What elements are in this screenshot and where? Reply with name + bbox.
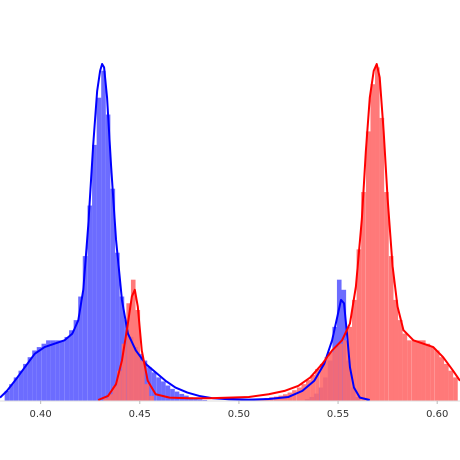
x-axis-ticks: 0.40 0.45 0.50 0.55 0.60 bbox=[30, 401, 448, 420]
histogram-bar-series-1-bin-10 bbox=[46, 340, 51, 401]
histogram-bar-series-2-bin-23 bbox=[301, 384, 307, 401]
histogram-bar-series-2-bin-25 bbox=[310, 375, 316, 401]
histogram-bar-series-1-bin-42 bbox=[193, 398, 198, 401]
histogram-bar-series-1-bin-34 bbox=[156, 377, 162, 401]
histogram-bar-series-2-bin-46 bbox=[407, 340, 412, 401]
histogram-bar-series-2-bin-40 bbox=[379, 117, 385, 402]
histogram-bar-series-2-bin-31 bbox=[338, 343, 343, 401]
histogram-bar-series-2-bin-44 bbox=[398, 320, 403, 401]
histogram-bar-series-2-bin-54 bbox=[444, 363, 449, 401]
histogram-bar-series-2-bin-27 bbox=[319, 363, 325, 401]
x-tick-label-2: 0.45 bbox=[129, 409, 151, 420]
histogram-bar-series-1-bin-21 bbox=[96, 97, 102, 401]
histogram-bar-series-2-bin-53 bbox=[439, 357, 445, 401]
histogram-bar-series-2-bin-6 bbox=[126, 303, 131, 401]
histogram-bar-series-1-bin-6 bbox=[27, 357, 33, 401]
density-curve-series-2 bbox=[97, 63, 460, 401]
histogram-bar-series-1-bin-5 bbox=[23, 363, 28, 401]
histogram-bar-series-2-bin-50 bbox=[425, 343, 431, 401]
histogram-bar-series-2-bin-56 bbox=[453, 377, 458, 401]
histogram-bar-series-2-bin-26 bbox=[315, 368, 320, 401]
histogram-bar-series-1-bin-18 bbox=[82, 256, 88, 401]
histogram-bar-series-1-bin-8 bbox=[36, 347, 42, 401]
x-tick-label-3: 0.50 bbox=[228, 409, 250, 420]
histogram-bar-series-1-bin-1 bbox=[4, 390, 10, 401]
histogram-bar-series-1-bin-38 bbox=[174, 391, 180, 401]
histogram-bar-series-2-bin-45 bbox=[402, 333, 408, 401]
histogram-bar-series-1-bin-44 bbox=[202, 399, 208, 401]
histogram-bar-series-2-bin-1 bbox=[103, 398, 108, 401]
histogram-bar-series-2-bin-28 bbox=[324, 357, 330, 401]
histogram-bar-series-2-bin-21 bbox=[292, 390, 297, 401]
histogram-bar-series-2-bin-48 bbox=[416, 340, 422, 401]
histogram-bar-series-1-bin-13 bbox=[59, 340, 65, 401]
x-tick-label-4: 0.55 bbox=[327, 409, 349, 420]
histogram-bar-series-2-bin-8 bbox=[135, 310, 141, 401]
histogram-bar-series-2-bin-2 bbox=[107, 394, 113, 401]
histogram-bar-series-2-bin-4 bbox=[117, 370, 122, 401]
histogram-bar-series-1-bin-31 bbox=[142, 360, 148, 401]
histogram-bar-series-1-bin-35 bbox=[161, 381, 166, 401]
histogram-bar-series-2-bin-30 bbox=[333, 347, 339, 401]
x-tick-label-5: 0.60 bbox=[426, 409, 448, 420]
histogram-bar-series-2-bin-38 bbox=[370, 84, 376, 401]
histogram-bar-series-1-bin-33 bbox=[151, 372, 157, 401]
histogram-bar-series-2-bin-11 bbox=[149, 395, 154, 401]
histogram-bar-series-2-bin-5 bbox=[121, 343, 127, 401]
histogram-bar-series-1-bin-19 bbox=[87, 205, 93, 401]
histogram-bar-series-2-bin-10 bbox=[144, 384, 150, 401]
histogram-bar-series-2-bin-55 bbox=[448, 370, 454, 401]
histogram-bar-series-1-bin-52 bbox=[336, 279, 342, 401]
histogram-bar-series-2-bin-42 bbox=[388, 256, 394, 401]
histogram-bar-series-2-bin-43 bbox=[393, 299, 399, 401]
histogram-bar-series-1-bin-37 bbox=[170, 388, 175, 401]
histogram-bar-series-2-bin-22 bbox=[296, 387, 302, 401]
histogram-bar-series-1-bin-22 bbox=[101, 70, 106, 402]
histogram-bar-series-1-bin-43 bbox=[197, 399, 203, 401]
histogram-bar-series-1-bin-2 bbox=[9, 384, 14, 401]
x-tick-label-1: 0.40 bbox=[30, 409, 52, 420]
histogram-bar-series-2-bin-32 bbox=[342, 340, 348, 401]
density-curves bbox=[0, 63, 460, 401]
histogram-bar-series-1-bin-25 bbox=[115, 252, 120, 401]
histogram-bar-series-2-bin-3 bbox=[112, 385, 118, 401]
histogram-bar-series-2-bin-47 bbox=[411, 340, 417, 401]
histogram-bar-series-1-bin-36 bbox=[165, 385, 171, 401]
histogram-bar-series-1-bin-17 bbox=[78, 296, 83, 401]
histogram-bar-series-2-bin-39 bbox=[375, 67, 380, 402]
histogram-bar-series-1-bin-14 bbox=[64, 336, 70, 401]
histogram-bar-series-1-bin-12 bbox=[55, 340, 60, 401]
histogram-bar-series-1-bin-9 bbox=[41, 343, 47, 401]
histogram-bar-series-2-bin-34 bbox=[352, 299, 357, 401]
histogram-bar-series-2-bin-52 bbox=[434, 350, 440, 401]
histogram-bar-series-1-bin-23 bbox=[105, 114, 111, 402]
histogram-bar-series-1-bin-11 bbox=[50, 340, 56, 401]
histogram-bar-series-2-bin-49 bbox=[421, 340, 426, 401]
histogram-bar-series-1-bin-24 bbox=[110, 188, 116, 401]
histogram-bar-series-2-bin-29 bbox=[329, 352, 334, 401]
histogram-bar-series-2-bin-7 bbox=[130, 279, 136, 401]
histogram-bar-series-1-bin-7 bbox=[32, 350, 37, 401]
histogram-bar-series-2-bin-51 bbox=[430, 347, 435, 401]
histogram-bar-series-2-bin-41 bbox=[384, 192, 389, 401]
histogram-bar-series-2-bin-37 bbox=[365, 131, 371, 401]
histogram-bar-series-1-bin-16 bbox=[73, 320, 79, 401]
histogram-bar-series-1-bin-3 bbox=[13, 377, 19, 401]
density-curve-series-1 bbox=[0, 63, 371, 401]
histogram-bar-series-1-bin-4 bbox=[18, 370, 24, 401]
histogram-bar-series-1-bin-20 bbox=[92, 144, 97, 401]
histogram-bar-series-1-bin-15 bbox=[69, 330, 74, 401]
histogram-bar-series-2-bin-24 bbox=[306, 380, 311, 401]
histogram-bar-series-2-bin-9 bbox=[140, 360, 145, 401]
histogram-bar-series-2-bin-35 bbox=[356, 249, 362, 401]
histogram-bar-series-2-bin-36 bbox=[361, 192, 366, 401]
